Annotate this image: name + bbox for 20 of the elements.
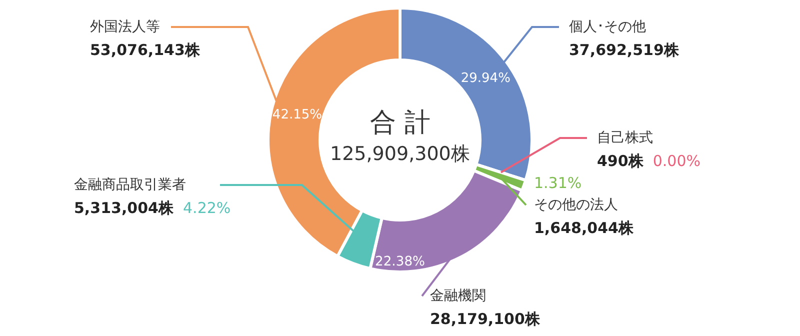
category-label: 自己株式	[597, 130, 653, 146]
data-label: 4.22%	[183, 199, 231, 217]
slice-label: 金融商品取引業者	[74, 177, 186, 193]
text: 5,313,004株	[74, 199, 174, 217]
text: 37,692,519株	[569, 41, 680, 59]
data-label: 29.94%	[460, 70, 510, 86]
text: 53,076,143株	[90, 41, 201, 59]
slice-label: その他の法人	[534, 197, 618, 213]
text: 125,909,300株	[330, 143, 470, 165]
text: 1,648,044株	[534, 219, 634, 237]
data-label: 1.31%	[534, 174, 582, 192]
slice-label: 外国法人等	[90, 19, 160, 35]
slice-label: 個人･その他	[569, 19, 646, 35]
data-label: 42.15%	[272, 107, 322, 122]
slice-label: 金融機関	[430, 288, 486, 304]
text: 28,179,100株	[430, 310, 541, 328]
text: 0.00%	[652, 152, 701, 170]
data-label: 22.38%	[375, 254, 425, 270]
text: 490株	[597, 152, 644, 170]
text: 合 計	[370, 108, 430, 138]
